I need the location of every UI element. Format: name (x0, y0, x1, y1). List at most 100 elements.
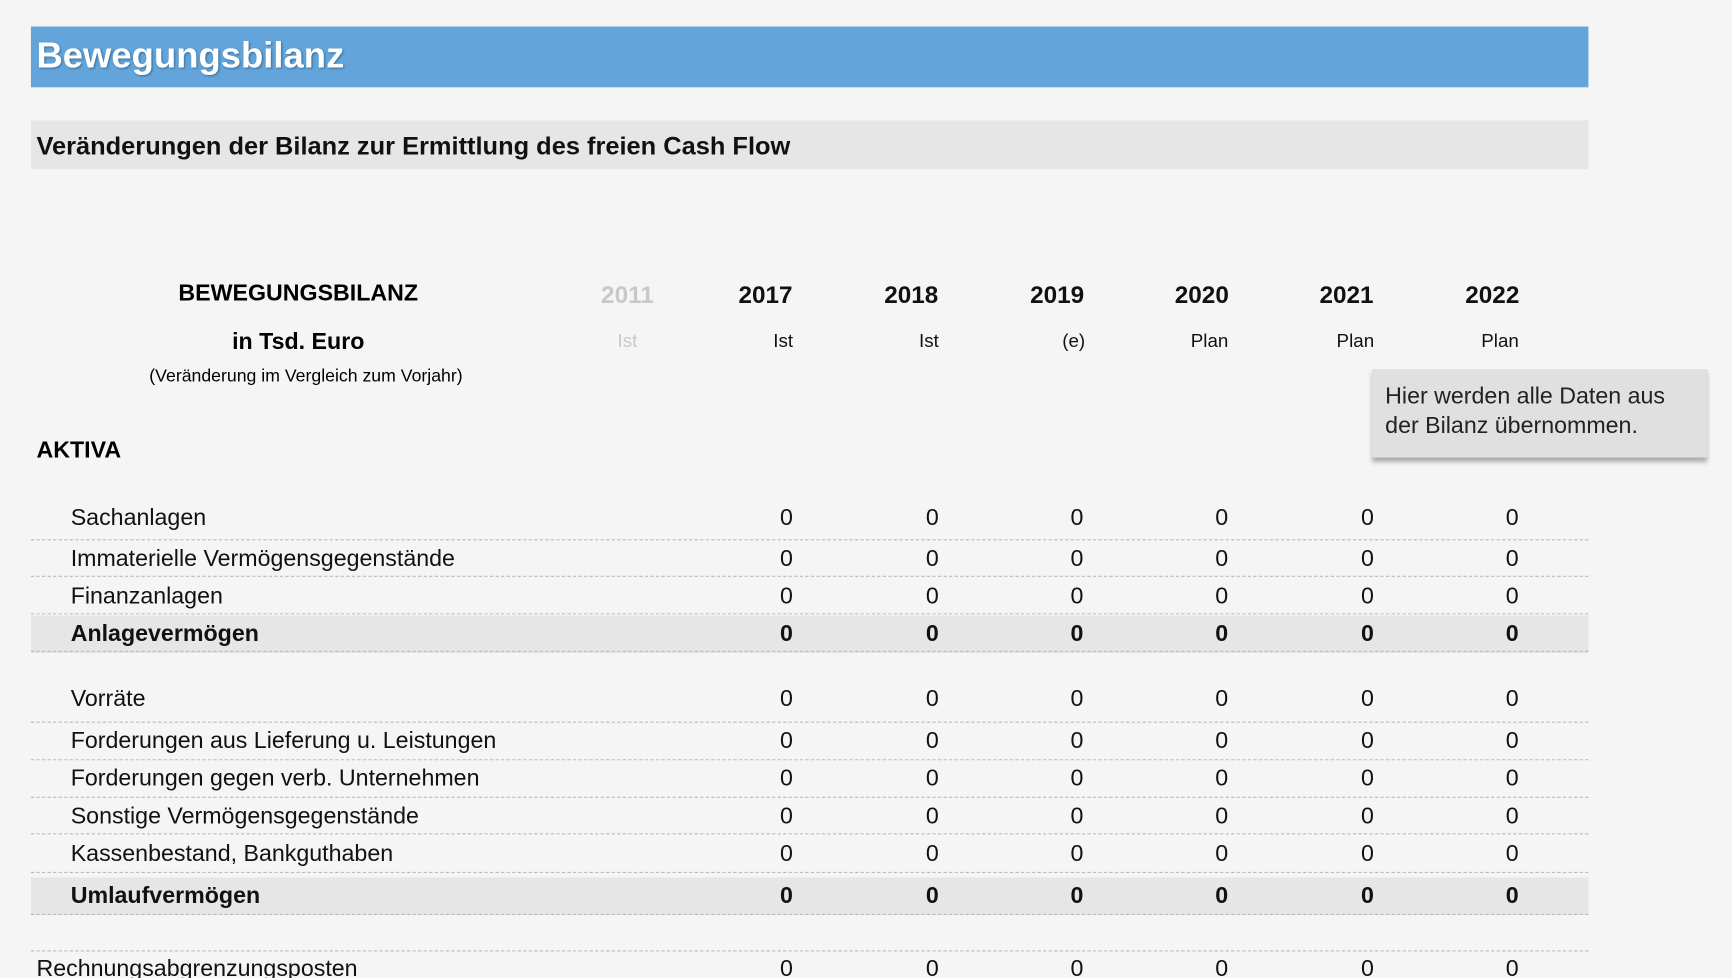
cell-value: 0 (1361, 803, 1374, 829)
year-header: 2020 (1174, 280, 1229, 309)
year-header: 2018 (884, 280, 939, 309)
cell-value: 0 (780, 728, 793, 754)
row-divider (30, 650, 1589, 653)
cell-value: 0 (1070, 882, 1084, 909)
cell-value: 0 (1505, 545, 1519, 572)
cell-value: 0 (925, 840, 939, 867)
row-divider (30, 833, 1589, 835)
cell-value: 0 (1361, 882, 1374, 909)
year-header: 2019 (1030, 280, 1085, 309)
cell-value: 0 (1361, 583, 1374, 609)
cell-value: 0 (925, 545, 939, 572)
cell-value: 0 (925, 765, 939, 792)
row-label: Forderungen gegen verb. Unternehmen (70, 765, 480, 792)
cell-value: 0 (1505, 728, 1519, 754)
subtitle: Veränderungen der Bilanz zur Ermittlung … (36, 131, 791, 161)
cell-value: 0 (780, 505, 793, 531)
row-label: Rechnungsabgrenzungsposten (36, 955, 358, 978)
row-divider (30, 721, 1589, 723)
cell-value: 0 (1070, 765, 1084, 792)
row-label: Forderungen aus Lieferung u. Leistungen (70, 728, 497, 754)
cell-value: 0 (780, 840, 793, 867)
cell-value: 0 (1361, 545, 1374, 572)
cell-value: 0 (780, 882, 793, 909)
cell-value: 0 (1215, 728, 1229, 754)
note: Hier werden alle Daten aus der Bilanz üb… (1385, 383, 1665, 439)
cell-value: 0 (1505, 882, 1519, 909)
row-label: Finanzanlagen (70, 583, 223, 609)
cell-value: 0 (925, 686, 939, 712)
cell-value: 0 (1070, 545, 1084, 572)
cell-value: 0 (1361, 840, 1374, 867)
cell-value: 0 (1215, 505, 1229, 531)
cell-value: 0 (925, 583, 939, 609)
heading-note: (Veränderung im Vergleich zum Vorjahr) (149, 366, 463, 386)
cell-value: 0 (780, 545, 793, 572)
cell-value: 0 (1215, 882, 1229, 909)
cell-value: 0 (1070, 803, 1084, 829)
title-bar (30, 26, 1589, 88)
cell-value: 0 (925, 803, 939, 829)
unit-heading: in Tsd. Euro (232, 329, 365, 355)
cell-value: 0 (1215, 583, 1229, 609)
cell-value: 0 (1215, 840, 1229, 867)
cell-value: 0 (1361, 955, 1374, 978)
cell-value: 0 (1505, 955, 1519, 978)
cell-value: 0 (780, 803, 793, 829)
year-header: 2022 (1465, 280, 1520, 309)
year-header: 2011 (601, 280, 654, 309)
cell-value: 0 (1070, 621, 1084, 647)
cell-value: 0 (1361, 686, 1374, 712)
year-header: 2017 (738, 280, 793, 309)
cell-value: 0 (1215, 545, 1229, 572)
title: Bewegungsbilanz (36, 34, 345, 76)
subtitle-bar (30, 120, 1589, 170)
row-divider (30, 759, 1589, 761)
cell-value: 0 (925, 621, 939, 647)
period-kind: (e) (1062, 330, 1086, 352)
cell-value: 0 (925, 882, 939, 909)
row-label: Vorräte (70, 686, 146, 712)
row-label: Kassenbestand, Bankguthaben (70, 840, 394, 867)
cell-value: 0 (780, 621, 793, 647)
note-box (1371, 369, 1708, 458)
year-header: 2021 (1319, 280, 1374, 309)
total-row-bg (30, 877, 1589, 916)
row-divider (30, 913, 1589, 916)
total-label: Anlagevermögen (70, 621, 259, 647)
cell-value: 0 (1070, 840, 1084, 867)
cell-value: 0 (1215, 621, 1229, 647)
cell-value: 0 (1215, 955, 1229, 978)
cell-value: 0 (1070, 728, 1084, 754)
cell-value: 0 (925, 728, 939, 754)
period-kind: Ist (773, 330, 794, 352)
table-heading: BEWEGUNGSBILANZ (178, 280, 419, 307)
cell-value: 0 (1361, 621, 1374, 647)
cell-value: 0 (780, 686, 793, 712)
period-kind: Ist (617, 330, 638, 352)
cell-value: 0 (780, 765, 793, 792)
row-divider (30, 575, 1589, 577)
cell-value: 0 (1361, 765, 1374, 792)
cell-value: 0 (780, 583, 793, 609)
row-divider (30, 539, 1589, 541)
cell-value: 0 (1215, 686, 1229, 712)
period-kind: Plan (1481, 330, 1519, 352)
cell-value: 0 (1070, 505, 1084, 531)
cell-value: 0 (1215, 765, 1229, 792)
cell-value: 0 (1070, 955, 1084, 978)
total-label: Umlaufvermögen (70, 882, 261, 909)
row-label: Sonstige Vermögensgegenstände (70, 803, 419, 829)
cell-value: 0 (1070, 686, 1084, 712)
cell-value: 0 (1505, 505, 1519, 531)
period-kind: Plan (1190, 330, 1229, 352)
total-row-bg (30, 615, 1589, 654)
cell-value: 0 (925, 955, 939, 978)
period-kind: Ist (919, 330, 939, 352)
cell-value: 0 (1215, 803, 1229, 829)
cell-value: 0 (1505, 803, 1519, 829)
row-label: Sachanlagen (70, 505, 207, 531)
cell-value: 0 (925, 505, 939, 531)
